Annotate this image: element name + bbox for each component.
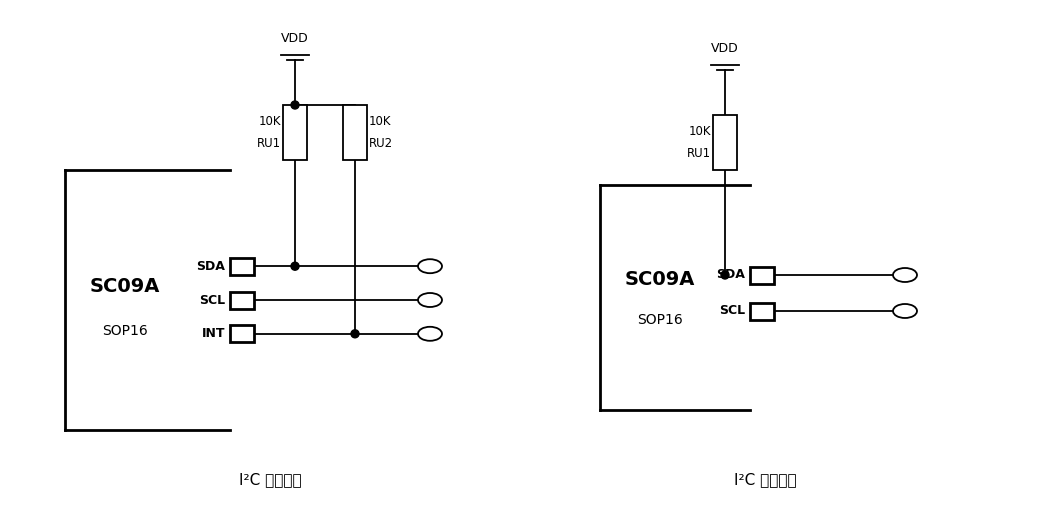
Text: SOP16: SOP16 bbox=[637, 313, 683, 327]
Text: SOP16: SOP16 bbox=[102, 324, 147, 338]
Text: SC09A: SC09A bbox=[90, 278, 160, 297]
Circle shape bbox=[351, 330, 359, 338]
Text: I²C 查询方式: I²C 查询方式 bbox=[734, 472, 796, 487]
Circle shape bbox=[721, 271, 729, 279]
Bar bbox=[283, 105, 307, 160]
Text: RU2: RU2 bbox=[369, 137, 393, 150]
Text: RU1: RU1 bbox=[687, 147, 711, 160]
Ellipse shape bbox=[418, 293, 442, 307]
Bar bbox=[230, 258, 254, 274]
Text: SDA: SDA bbox=[716, 268, 746, 282]
Bar bbox=[713, 115, 737, 170]
Circle shape bbox=[291, 101, 299, 109]
Bar bbox=[750, 303, 774, 320]
Text: VDD: VDD bbox=[281, 31, 309, 45]
Ellipse shape bbox=[418, 259, 442, 273]
Bar bbox=[230, 291, 254, 308]
Text: SCL: SCL bbox=[199, 293, 225, 306]
Text: SC09A: SC09A bbox=[624, 270, 695, 289]
Text: VDD: VDD bbox=[711, 42, 739, 54]
Bar bbox=[230, 325, 254, 342]
Text: SDA: SDA bbox=[196, 260, 225, 273]
Ellipse shape bbox=[893, 304, 917, 318]
Text: RU1: RU1 bbox=[257, 137, 281, 150]
Bar bbox=[750, 266, 774, 284]
Text: 10K: 10K bbox=[689, 125, 711, 138]
Bar bbox=[343, 105, 367, 160]
Text: 10K: 10K bbox=[258, 115, 281, 128]
Text: I²C 中断方式: I²C 中断方式 bbox=[239, 472, 301, 487]
Text: SCL: SCL bbox=[719, 305, 746, 318]
Circle shape bbox=[291, 262, 299, 270]
Ellipse shape bbox=[893, 268, 917, 282]
Text: 10K: 10K bbox=[369, 115, 392, 128]
Ellipse shape bbox=[418, 327, 442, 341]
Text: INT: INT bbox=[201, 327, 225, 340]
